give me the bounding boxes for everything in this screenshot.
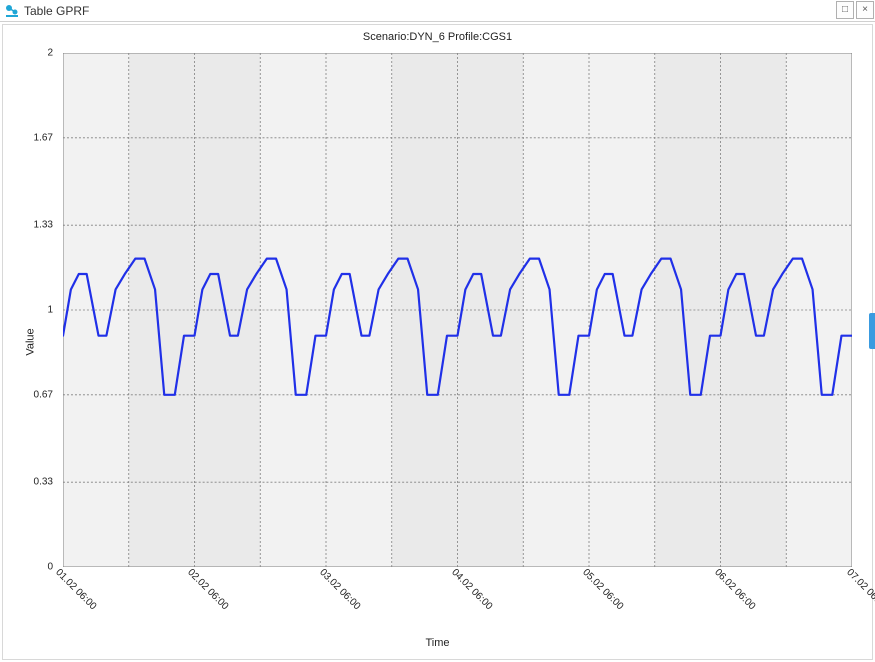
x-tick-label: 05.02 06:00 — [581, 567, 626, 612]
y-tick-label: 0.33 — [3, 477, 53, 488]
chart-container: Scenario:DYN_6 Profile:CGS1 Value Time 0… — [2, 24, 873, 660]
plot-region[interactable] — [63, 53, 852, 567]
line-chart-svg — [63, 53, 852, 567]
x-tick-label: 06.02 06:00 — [712, 567, 757, 612]
y-tick-container: 00.330.6711.331.672 — [3, 53, 59, 567]
y-tick-label: 1.67 — [3, 132, 53, 143]
y-tick-label: 0.67 — [3, 389, 53, 400]
window-titlebar: Table GPRF □ × — [0, 0, 875, 22]
y-tick-label: 1.33 — [3, 220, 53, 231]
app-icon — [4, 3, 20, 19]
x-tick-label: 02.02 06:00 — [185, 567, 230, 612]
x-axis-label: Time — [425, 637, 449, 649]
chart-title: Scenario:DYN_6 Profile:CGS1 — [3, 25, 872, 45]
right-drag-handle[interactable] — [869, 313, 875, 349]
close-button[interactable]: × — [856, 1, 874, 19]
y-tick-label: 0 — [3, 562, 53, 573]
window-controls: □ × — [835, 0, 875, 21]
x-tick-label: 04.02 06:00 — [449, 567, 494, 612]
y-tick-label: 1 — [3, 305, 53, 316]
minimize-button[interactable]: □ — [836, 1, 854, 19]
x-tick-label: 07.02 06:00 — [844, 567, 875, 612]
y-tick-label: 2 — [3, 48, 53, 59]
window-title: Table GPRF — [24, 4, 89, 18]
x-tick-label: 01.02 06:00 — [53, 567, 98, 612]
x-tick-label: 03.02 06:00 — [317, 567, 362, 612]
x-tick-container: 01.02 06:0002.02 06:0003.02 06:0004.02 0… — [63, 567, 852, 631]
